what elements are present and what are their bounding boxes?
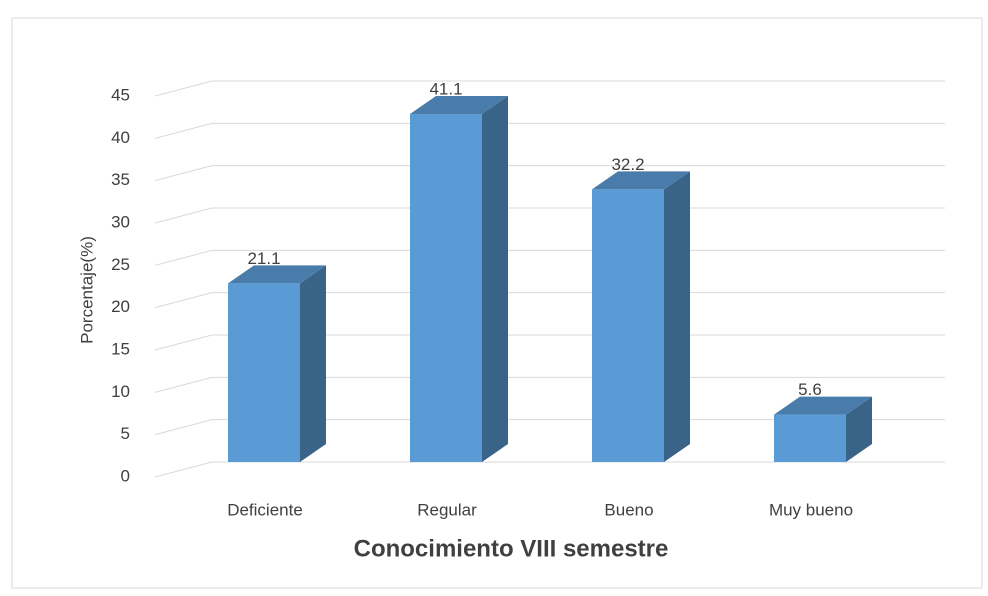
y-tick-label: 45 bbox=[111, 85, 130, 104]
grid-line bbox=[155, 166, 212, 181]
value-label: 32.2 bbox=[611, 155, 644, 174]
y-tick-label: 20 bbox=[111, 297, 130, 316]
chart-title: Conocimiento VIII semestre bbox=[354, 535, 669, 562]
y-axis-label: Porcentaje(%) bbox=[77, 236, 96, 344]
y-tick-label: 30 bbox=[111, 212, 130, 231]
bar bbox=[410, 114, 482, 462]
bar bbox=[774, 415, 846, 462]
bar-side bbox=[482, 96, 508, 462]
value-label: 41.1 bbox=[429, 80, 462, 99]
y-tick-label: 40 bbox=[111, 128, 130, 147]
y-tick-label: 35 bbox=[111, 170, 130, 189]
bar-side bbox=[300, 265, 326, 462]
bar-side bbox=[664, 171, 690, 462]
grid-line bbox=[155, 293, 212, 308]
x-tick-label: Bueno bbox=[604, 500, 653, 519]
grid-line bbox=[155, 462, 212, 477]
grid-line bbox=[155, 81, 212, 96]
y-tick-label: 0 bbox=[121, 466, 130, 485]
bar bbox=[592, 189, 664, 462]
grid-line bbox=[155, 208, 212, 223]
grid-line bbox=[155, 377, 212, 392]
x-tick-label: Muy bueno bbox=[769, 500, 853, 519]
y-tick-label: 5 bbox=[121, 424, 130, 443]
y-tick-label: 25 bbox=[111, 255, 130, 274]
y-tick-label: 10 bbox=[111, 382, 130, 401]
grid-line bbox=[155, 123, 212, 138]
x-tick-label: Regular bbox=[417, 500, 477, 519]
bar bbox=[228, 283, 300, 462]
value-label: 5.6 bbox=[798, 380, 822, 399]
grid-line bbox=[155, 250, 212, 265]
grid-line bbox=[155, 335, 212, 350]
x-tick-label: Deficiente bbox=[227, 500, 303, 519]
y-tick-label: 15 bbox=[111, 339, 130, 358]
grid-line bbox=[155, 420, 212, 435]
chart: Conocimiento VIII semestre Porcentaje(%)… bbox=[0, 0, 988, 596]
value-label: 21.1 bbox=[247, 249, 280, 268]
